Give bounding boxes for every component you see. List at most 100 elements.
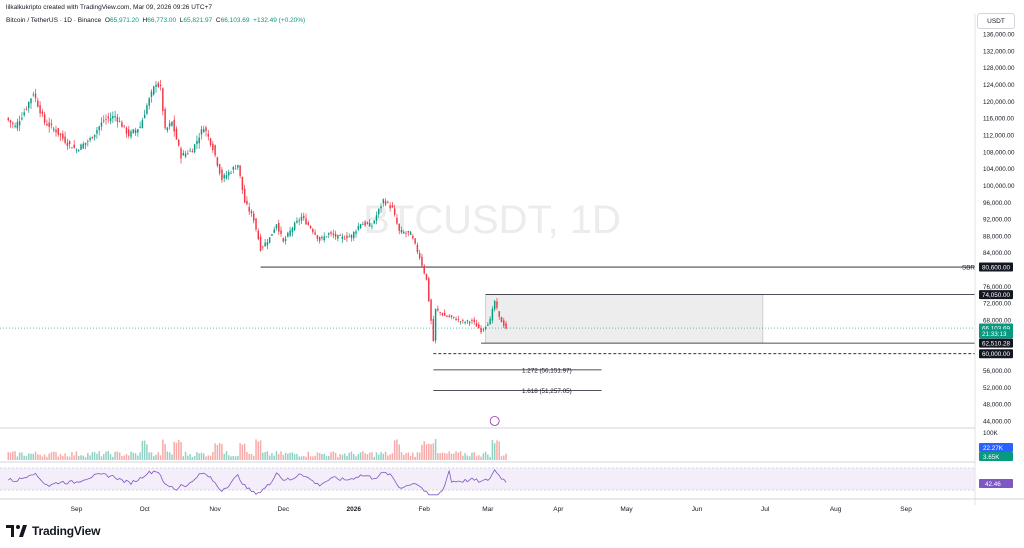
volume-bar xyxy=(466,455,469,460)
candle-body xyxy=(480,327,482,333)
volume-bar xyxy=(268,455,271,460)
volume-bar xyxy=(109,454,112,460)
volume-bar xyxy=(316,452,319,460)
volume-bar xyxy=(243,443,246,460)
volume-bar xyxy=(403,454,405,460)
volume-bar xyxy=(241,444,244,460)
volume-bar xyxy=(141,441,144,460)
volume-bar xyxy=(350,451,353,460)
candle-body xyxy=(364,221,366,226)
candle-body xyxy=(387,201,389,203)
candle-body xyxy=(248,207,250,212)
volume-bar xyxy=(98,451,100,460)
x-tick-label: Mar xyxy=(482,506,494,513)
volume-bar xyxy=(162,439,164,460)
candle-body xyxy=(87,141,89,142)
volume-bar xyxy=(434,439,437,460)
candle-body xyxy=(241,176,244,190)
volume-bar xyxy=(298,456,300,460)
price-axis-label: 66,103.69 xyxy=(982,325,1011,332)
y-tick-label: 88,000.00 xyxy=(983,233,1012,240)
price-axis-label-bg xyxy=(979,262,1013,272)
volume-bar xyxy=(318,453,321,460)
volume-bar xyxy=(496,440,498,460)
y-tick-label: 128,000.00 xyxy=(983,65,1015,72)
volume-bar xyxy=(168,452,171,460)
volume-bar xyxy=(180,441,182,460)
candle-body xyxy=(216,157,219,166)
open-label: O xyxy=(104,17,110,24)
volume-bar xyxy=(393,440,396,460)
volume-bar xyxy=(209,455,212,460)
candle-body xyxy=(468,321,471,324)
candle-body xyxy=(275,224,278,229)
y-tick-label: 100,000.00 xyxy=(983,183,1015,190)
candle-body xyxy=(43,114,46,123)
y-tick-label: 84,000.00 xyxy=(983,250,1012,257)
candle-body xyxy=(77,150,80,152)
candle-body xyxy=(398,223,400,231)
volume-bar xyxy=(118,452,121,460)
volume-bar xyxy=(398,444,400,460)
candle-body xyxy=(373,220,375,224)
candle-body xyxy=(382,199,385,204)
candle-body xyxy=(46,123,48,126)
currency-button[interactable]: USDT xyxy=(977,13,1015,29)
volume-bar xyxy=(66,456,69,460)
candle-body xyxy=(266,242,269,246)
volume-bar xyxy=(264,452,266,460)
symbol-title[interactable]: Bitcoin / TetherUS · 1D · Binance xyxy=(6,17,102,24)
candle-body xyxy=(378,208,380,215)
rsi-line xyxy=(8,469,507,496)
range-box xyxy=(485,294,764,344)
volume-bar xyxy=(430,444,432,460)
candle-body xyxy=(93,134,96,138)
candle-body xyxy=(366,222,369,224)
volume-bar xyxy=(409,455,412,460)
candle-body xyxy=(173,119,175,132)
candle-body xyxy=(198,137,200,144)
volume-bar xyxy=(157,452,160,460)
candle-body xyxy=(491,308,494,321)
volume-bar xyxy=(102,454,105,460)
volume-bar xyxy=(134,453,137,460)
candle-body xyxy=(257,230,260,240)
volume-bar xyxy=(39,454,41,460)
volume-bar xyxy=(307,451,310,460)
candle-body xyxy=(503,320,505,326)
x-tick-label: Sep xyxy=(71,506,83,513)
close-label: C xyxy=(215,17,221,24)
volume-bar xyxy=(416,452,419,460)
candle-body xyxy=(441,313,444,316)
candle-body xyxy=(389,205,391,209)
candle-body xyxy=(405,232,407,234)
candle-body xyxy=(409,231,412,235)
volume-bar xyxy=(18,452,21,460)
volume-bar xyxy=(405,453,407,460)
candle-body xyxy=(359,224,362,229)
candle-body xyxy=(205,127,207,132)
candle-body xyxy=(191,151,194,153)
volume-bar xyxy=(12,451,14,460)
candle-body xyxy=(321,237,323,239)
tradingview-logo[interactable]: TradingView xyxy=(6,524,100,538)
candle-body xyxy=(416,244,419,253)
volume-bar xyxy=(423,441,425,460)
candle-body xyxy=(332,233,335,236)
candle-body xyxy=(425,273,428,280)
volume-bar xyxy=(96,453,98,460)
volume-bar xyxy=(362,451,364,460)
candle-body xyxy=(264,242,266,247)
volume-bar xyxy=(341,454,344,460)
volume-bar xyxy=(289,452,291,460)
volume-bar xyxy=(441,452,444,460)
candle-body xyxy=(484,326,487,329)
volume-bar xyxy=(328,455,330,460)
volume-bar xyxy=(155,454,157,460)
candle-body xyxy=(121,122,123,128)
volume-bar xyxy=(325,456,328,460)
price-axis-label: 62,510.28 xyxy=(982,340,1011,347)
volume-bar xyxy=(373,456,375,460)
candle-body xyxy=(237,164,239,168)
